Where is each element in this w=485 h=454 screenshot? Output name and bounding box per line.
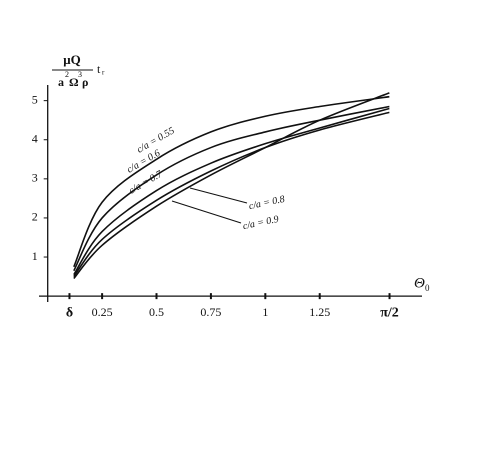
x-tick-label: 0.75 (200, 305, 221, 319)
y-label-numerator: μQ (63, 52, 80, 67)
y-tick-label: 4 (32, 131, 38, 145)
x-tick-label: δ (66, 305, 73, 320)
annotation-arrow (189, 187, 248, 204)
curve (73, 111, 390, 278)
series-label: c/a = 0.9 (242, 214, 280, 232)
curve (73, 105, 390, 272)
y-label-denominator: a (58, 75, 64, 89)
curve (73, 107, 390, 276)
x-tick-label: 1.25 (309, 305, 330, 319)
y-tick-label: 5 (32, 92, 38, 106)
x-tick-label: 0.25 (92, 305, 113, 319)
y-tick-label: 3 (32, 171, 38, 185)
y-tick-label: 2 (32, 210, 38, 224)
y-label-denominator: ρ (82, 75, 88, 89)
y-label-factor: t (97, 62, 101, 76)
y-label-denominator: 2 (65, 70, 69, 79)
x-tick-label: 0.5 (149, 305, 164, 319)
x-label: Θ (414, 275, 425, 291)
annotation-arrow (171, 200, 242, 224)
curve (73, 95, 390, 268)
y-tick-label: 1 (32, 249, 38, 263)
y-label-factor-sub: r (102, 69, 105, 77)
y-label-denominator: 3 (78, 70, 82, 79)
curve (73, 92, 390, 280)
series-label: c/a = 0.8 (248, 194, 286, 212)
x-tick-label: π/2 (380, 305, 399, 320)
x-label-sub: 0 (425, 283, 430, 293)
x-tick-label: 1 (262, 305, 268, 319)
y-label-denominator: Ω (69, 75, 79, 89)
